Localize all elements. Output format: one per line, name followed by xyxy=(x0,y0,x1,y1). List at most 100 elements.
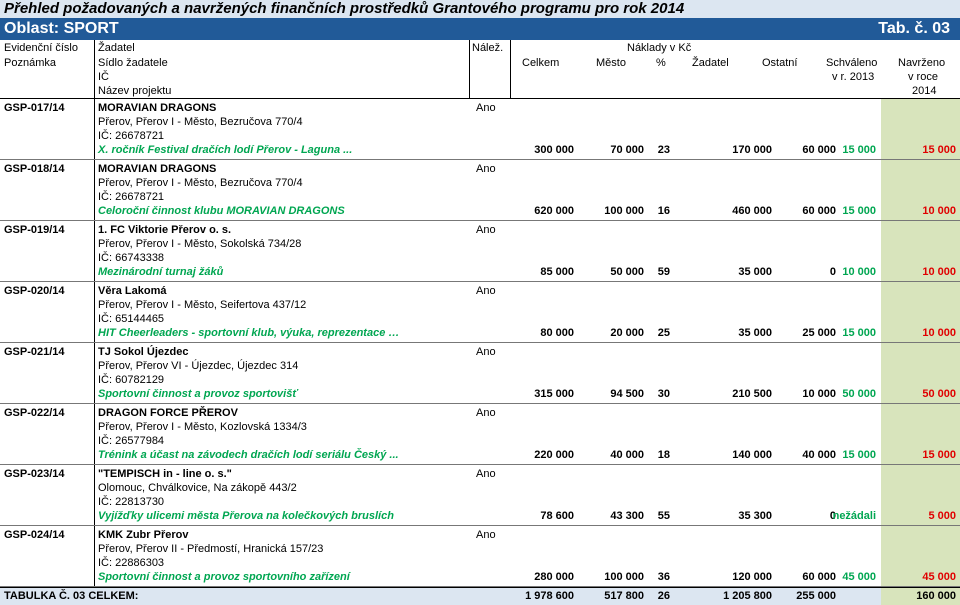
header-divider xyxy=(94,40,95,98)
schvaleno-value: 15 000 xyxy=(842,144,876,156)
project-name: Vyjížďky ulicemi města Přerova na kolečk… xyxy=(98,510,394,522)
applicant-address: Přerov, Přerov I - Město, Kozlovská 1334… xyxy=(98,421,307,433)
header-celkem: Celkem xyxy=(522,57,560,69)
ostatni-value: 10 000 xyxy=(802,388,836,400)
record-id: GSP-023/14 xyxy=(4,468,65,480)
schvaleno-value: 15 000 xyxy=(842,327,876,339)
mesto-value: 40 000 xyxy=(610,449,644,461)
celkem-value: 300 000 xyxy=(534,144,574,156)
records-list: GSP-017/14 MORAVIAN DRAGONS Přerov, Přer… xyxy=(0,99,960,587)
navrzeno-value: 50 000 xyxy=(922,388,956,400)
navrzeno-value: 10 000 xyxy=(922,327,956,339)
header-zadatel: Žadatel xyxy=(98,42,135,54)
project-name: Trénink a účast na závodech dračích lodí… xyxy=(98,449,399,461)
total-zadatel: 1 205 800 xyxy=(723,590,772,602)
pct-value: 18 xyxy=(657,449,670,461)
header-pct: % xyxy=(656,57,666,69)
navrzeno-highlight xyxy=(881,404,960,464)
pct-value: 36 xyxy=(657,571,670,583)
header-navrzeno-roce: v roce xyxy=(908,71,938,83)
celkem-value: 78 600 xyxy=(540,510,574,522)
ostatni-value: 60 000 xyxy=(802,205,836,217)
applicant-name: KMK Zubr Přerov xyxy=(98,529,189,541)
table-row: GSP-024/14 KMK Zubr Přerov Přerov, Přero… xyxy=(0,526,960,587)
total-ostatni: 255 000 xyxy=(796,590,836,602)
schvaleno-value: 15 000 xyxy=(842,205,876,217)
ostatni-value: 40 000 xyxy=(802,449,836,461)
schvaleno-value: 45 000 xyxy=(842,571,876,583)
ostatni-value: 0 xyxy=(829,510,836,522)
header-nalez: Nálež. xyxy=(472,42,504,54)
applicant-ic: IČ: 26678721 xyxy=(98,191,165,203)
applicant-name: MORAVIAN DRAGONS xyxy=(98,102,217,114)
record-id: GSP-021/14 xyxy=(4,346,65,358)
applicant-name: MORAVIAN DRAGONS xyxy=(98,163,217,175)
nalez-value: Ano xyxy=(476,468,496,480)
table-row: GSP-020/14 Věra Lakomá Přerov, Přerov I … xyxy=(0,282,960,343)
applicant-address: Přerov, Přerov II - Předmostí, Hranická … xyxy=(98,543,324,555)
nalez-value: Ano xyxy=(476,102,496,114)
header-schvaleno-year: v r. 2013 xyxy=(832,71,875,83)
navrzeno-highlight xyxy=(881,526,960,586)
table-row: GSP-018/14 MORAVIAN DRAGONS Přerov, Přer… xyxy=(0,160,960,221)
celkem-value: 620 000 xyxy=(534,205,574,217)
celkem-value: 280 000 xyxy=(534,571,574,583)
nalez-value: Ano xyxy=(476,285,496,297)
table-number: Tab. č. 03 xyxy=(878,20,950,37)
navrzeno-value: 5 000 xyxy=(928,510,956,522)
zadatel-value: 460 000 xyxy=(732,205,772,217)
ostatni-value: 0 xyxy=(829,266,836,278)
total-row: TABULKA Č. 03 CELKEM: 1 978 600 517 800 … xyxy=(0,587,960,605)
record-id: GSP-017/14 xyxy=(4,102,65,114)
navrzeno-highlight xyxy=(881,160,960,220)
row-divider xyxy=(94,343,95,403)
navrzeno-highlight xyxy=(881,465,960,525)
header-navrzeno: Navrženo xyxy=(898,57,946,69)
header-zadatel-col: Žadatel xyxy=(692,57,729,69)
record-id: GSP-024/14 xyxy=(4,529,65,541)
header-nazev: Název projektu xyxy=(98,85,172,97)
nalez-value: Ano xyxy=(476,163,496,175)
row-divider xyxy=(94,160,95,220)
pct-value: 16 xyxy=(657,205,670,217)
header-sidlo: Sídlo žadatele xyxy=(98,57,168,69)
applicant-name: "TEMPISCH in - line o. s." xyxy=(98,468,232,480)
nalez-value: Ano xyxy=(476,346,496,358)
navrzeno-value: 15 000 xyxy=(922,144,956,156)
zadatel-value: 140 000 xyxy=(732,449,772,461)
header-mesto: Město xyxy=(596,57,626,69)
applicant-name: 1. FC Viktorie Přerov o. s. xyxy=(98,224,232,236)
page-title: Přehled požadovaných a navržených finanč… xyxy=(0,0,960,18)
project-name: Mezinárodní turnaj žáků xyxy=(98,266,224,278)
navrzeno-highlight xyxy=(881,343,960,403)
applicant-ic: IČ: 26678721 xyxy=(98,130,165,142)
mesto-value: 100 000 xyxy=(604,205,644,217)
applicant-ic: IČ: 60782129 xyxy=(98,374,165,386)
ostatni-value: 60 000 xyxy=(802,144,836,156)
celkem-value: 80 000 xyxy=(540,327,574,339)
applicant-address: Olomouc, Chválkovice, Na zákopě 443/2 xyxy=(98,482,297,494)
mesto-value: 70 000 xyxy=(610,144,644,156)
applicant-name: Věra Lakomá xyxy=(98,285,167,297)
project-name: Celoroční činnost klubu MORAVIAN DRAGONS xyxy=(98,205,345,217)
navrzeno-value: 15 000 xyxy=(922,449,956,461)
mesto-value: 20 000 xyxy=(610,327,644,339)
applicant-address: Přerov, Přerov VI - Újezdec, Újezdec 314 xyxy=(98,360,299,372)
pct-value: 25 xyxy=(657,327,670,339)
nalez-value: Ano xyxy=(476,529,496,541)
header-ostatni: Ostatní xyxy=(762,57,798,69)
row-divider xyxy=(94,221,95,281)
row-divider xyxy=(94,465,95,525)
row-divider xyxy=(94,404,95,464)
pct-value: 55 xyxy=(657,510,670,522)
mesto-value: 43 300 xyxy=(610,510,644,522)
mesto-value: 100 000 xyxy=(604,571,644,583)
row-divider xyxy=(94,282,95,342)
table-row: GSP-017/14 MORAVIAN DRAGONS Přerov, Přer… xyxy=(0,99,960,160)
header-divider xyxy=(469,40,470,98)
navrzeno-highlight xyxy=(881,221,960,281)
project-name: HIT Cheerleaders - sportovní klub, výuka… xyxy=(98,327,400,339)
row-divider xyxy=(94,526,95,586)
project-name: X. ročník Festival dračích lodí Přerov -… xyxy=(98,144,353,156)
mesto-value: 94 500 xyxy=(610,388,644,400)
